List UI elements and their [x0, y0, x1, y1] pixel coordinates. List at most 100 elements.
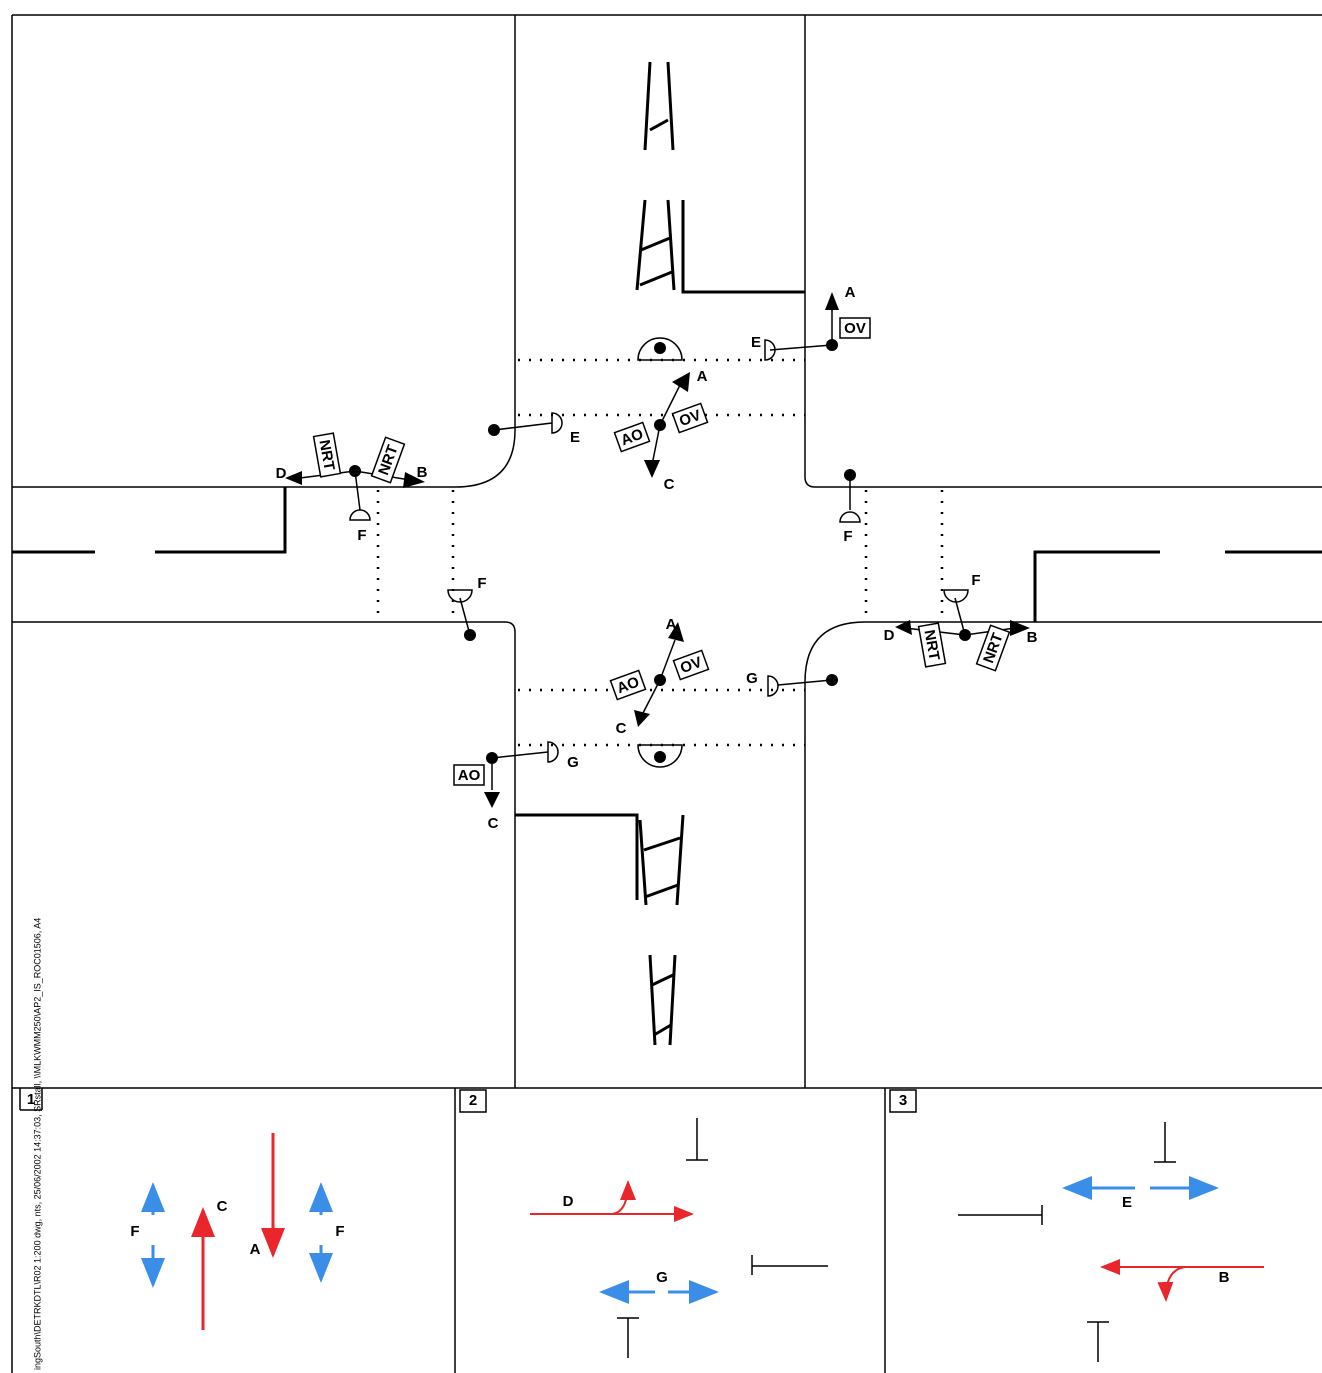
- signal-equipment: [547, 741, 559, 763]
- plate-box: [672, 649, 710, 681]
- plan-label: F: [357, 527, 366, 544]
- plate-label: OV: [678, 654, 704, 677]
- plan-label: F: [477, 575, 486, 592]
- signal-label: D: [884, 627, 895, 644]
- phase-arrow: [958, 1205, 1043, 1225]
- crossings: [376, 358, 944, 747]
- signal-equipment: [672, 372, 690, 392]
- signal-equipment: [651, 424, 661, 466]
- plan-label: AO: [453, 764, 485, 786]
- signal-equipment: [943, 589, 969, 603]
- signal-equipment: [551, 412, 563, 434]
- signal-equipment: [493, 422, 553, 431]
- signal-equipment: [403, 472, 425, 488]
- plan-label: A: [697, 368, 708, 385]
- lane-marking: [1033, 550, 1160, 622]
- lane-marking: [643, 61, 675, 151]
- signal-equipment: [654, 751, 666, 763]
- signal-label: B: [1027, 629, 1038, 646]
- plan-label: G: [567, 754, 579, 771]
- phase-label: G: [656, 1269, 668, 1286]
- plan-label: C: [664, 476, 675, 493]
- signal-equipment: [954, 597, 966, 636]
- signal-equipment: [644, 460, 660, 478]
- plate-box: [370, 436, 406, 484]
- signal-equipment: [654, 342, 666, 354]
- road-edges: [11, 14, 1322, 1373]
- signal-equipment: [769, 344, 833, 351]
- plan-label: NRT: [917, 622, 947, 668]
- signal-equipment: [641, 679, 661, 716]
- plate-box: [609, 669, 647, 701]
- signal-equipment: [491, 751, 549, 759]
- plan-label: E: [570, 429, 580, 446]
- signal-label: A: [697, 368, 708, 385]
- phase-arrow: [617, 1317, 639, 1358]
- plan-label: A: [666, 616, 677, 633]
- plan-label: F: [971, 572, 980, 589]
- signal-label: C: [664, 476, 675, 493]
- phase-arrow: [611, 1180, 636, 1215]
- lane-marking: [681, 200, 805, 294]
- signal-label: C: [616, 720, 627, 737]
- signal-equipment: [767, 675, 779, 697]
- signal-equipment: [1010, 620, 1030, 636]
- signal-label: C: [488, 815, 499, 832]
- plate-box: [613, 421, 651, 453]
- phase-arrow: [1157, 1266, 1186, 1302]
- plan-label: C: [488, 815, 499, 832]
- road-edge: [12, 621, 516, 1088]
- phase-panel: [889, 1089, 917, 1113]
- plan-label: C: [616, 720, 627, 737]
- plan-label: B: [417, 464, 428, 481]
- phase-label: D: [563, 1193, 574, 1210]
- phase-label: B: [1219, 1269, 1230, 1286]
- signal-label: A: [845, 284, 856, 301]
- plate-box: [839, 317, 871, 339]
- drawing-reference: ingSouth\DETRKDTL\R02 1:200 dwg, nts, 25…: [32, 918, 42, 1370]
- phase-panel: [459, 1089, 487, 1113]
- signal-label: A: [666, 616, 677, 633]
- plate-box: [975, 624, 1011, 672]
- lane-marking: [635, 199, 676, 291]
- plan-label: D: [276, 465, 287, 482]
- road-edge: [804, 621, 1322, 1088]
- plan-label: A: [845, 284, 856, 301]
- plan-label: NRT: [312, 432, 342, 478]
- signal-label: B: [417, 464, 428, 481]
- signal-label: F: [477, 575, 486, 592]
- signal-equipment: [659, 639, 676, 681]
- signal-equipment: [659, 384, 681, 426]
- plate-label: NRT: [315, 438, 337, 471]
- phase-label: C: [217, 1198, 228, 1215]
- signal-equipment: [839, 511, 861, 523]
- signal-equipment: [459, 597, 471, 636]
- signal-equipment: [447, 589, 473, 603]
- lane-marking: [155, 487, 287, 554]
- plan-label: OV: [839, 317, 871, 339]
- plate-label: OV: [677, 407, 703, 430]
- plate-box: [671, 402, 709, 434]
- plate-box: [453, 764, 485, 786]
- road-edge: [12, 15, 516, 488]
- phase-arrow: [686, 1118, 708, 1161]
- plan-label: D: [884, 627, 895, 644]
- phase-number: 2: [469, 1092, 477, 1109]
- plate-label: AO: [615, 673, 642, 697]
- signal-label: F: [843, 528, 852, 545]
- signal-label: E: [570, 429, 580, 446]
- signal-label: F: [971, 572, 980, 589]
- phase-arrow: [1154, 1122, 1176, 1163]
- signal-label: G: [567, 754, 579, 771]
- signal-label: E: [751, 334, 761, 351]
- plan-label: F: [843, 528, 852, 545]
- plan-label: AO: [613, 421, 651, 453]
- phase-arrow: [1087, 1321, 1109, 1362]
- signal-label: F: [357, 527, 366, 544]
- signal-equipment: [895, 620, 912, 635]
- lane-marking: [648, 954, 677, 1046]
- plan-label: AO: [609, 669, 647, 701]
- road-edge: [804, 15, 1322, 488]
- phase-label: F: [130, 1223, 139, 1240]
- signal-equipment: [777, 679, 833, 686]
